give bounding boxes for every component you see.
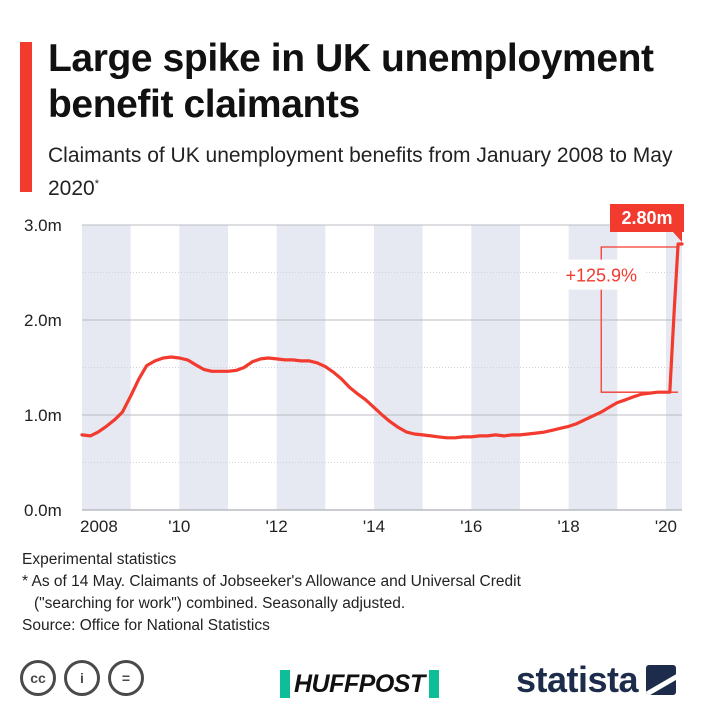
chart-subtitle-text: Claimants of UK unemployment benefits fr… <box>48 144 673 200</box>
y-tick-label: 1.0m <box>24 406 62 425</box>
end-label-box <box>610 204 684 232</box>
x-tick-label: '16 <box>460 517 482 536</box>
y-axis-ticks: 0.0m 1.0m 2.0m 3.0m <box>24 216 62 520</box>
series-line-path <box>80 242 684 440</box>
y-tick-label: 0.0m <box>24 501 62 520</box>
no-derivatives-icon[interactable]: = <box>108 660 144 696</box>
statista-mark-icon <box>646 665 677 695</box>
huffpost-logo[interactable]: HUFFPOST <box>280 670 439 698</box>
note-footnote-cont: ("searching for work") combined. Seasona… <box>34 595 406 612</box>
end-value-text: 2.80m <box>621 208 672 228</box>
title-accent-bar <box>20 42 32 192</box>
chart-notes: Experimental statistics * As of 14 May. … <box>22 549 702 637</box>
y-tick-label: 2.0m <box>24 311 62 330</box>
chart-subtitle: Claimants of UK unemployment benefits fr… <box>48 141 688 203</box>
change-label: +125.9% <box>565 266 637 286</box>
attribution-icon[interactable]: i <box>64 660 100 696</box>
x-tick-label: 2008 <box>80 517 118 536</box>
x-axis-ticks: 2008 '10 '12 '14 '16 '18 '20 <box>80 517 677 536</box>
change-label-bg <box>558 259 645 290</box>
cc-icon[interactable]: cc <box>20 660 56 696</box>
series-line <box>80 242 684 440</box>
end-value-label: 2.80m <box>610 204 684 242</box>
end-label-pointer <box>673 232 682 242</box>
subtitle-footnote-mark: * <box>94 178 99 190</box>
x-tick-label: '12 <box>266 517 288 536</box>
change-bracket <box>600 246 678 393</box>
huffpost-logo-text: HUFFPOST <box>290 670 429 698</box>
x-tick-label: '18 <box>558 517 580 536</box>
statista-logo[interactable]: statista <box>516 659 677 700</box>
x-tick-label: '10 <box>168 517 190 536</box>
note-source: Source: Office for National Statistics <box>22 617 270 634</box>
statista-logo-text: statista <box>516 659 639 700</box>
x-tick-label: '20 <box>655 517 677 536</box>
chart-title: Large spike in UK unemployment benefit c… <box>48 37 654 126</box>
y-tick-label: 3.0m <box>24 216 62 235</box>
line-chart: 0.0m1.0m2.0m3.0m 2008'10'12'14'16'18'20 … <box>24 204 684 536</box>
license-icons: cc i = <box>20 660 144 696</box>
note-footnote: * As of 14 May. Claimants of Jobseeker's… <box>22 573 521 590</box>
x-tick-label: '14 <box>363 517 385 536</box>
note-experimental: Experimental statistics <box>22 551 177 568</box>
change-annotation: +125.9% <box>558 246 678 393</box>
year-band-2012 <box>276 225 326 510</box>
